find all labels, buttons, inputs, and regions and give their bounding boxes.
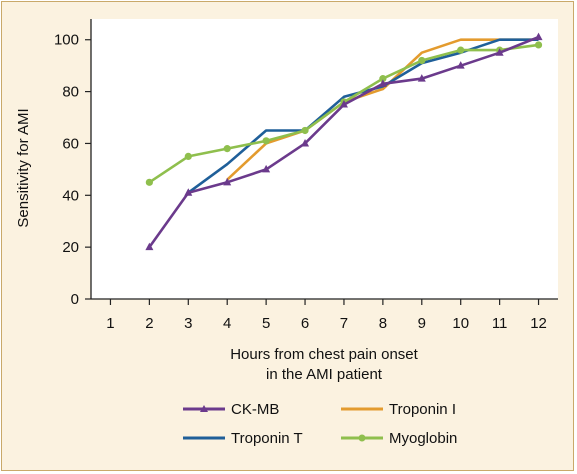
x-tick-label: 8 — [379, 315, 387, 332]
x-tick-label: 10 — [452, 315, 469, 332]
series-line-troponin-i — [226, 38, 539, 181]
plot-area — [91, 19, 558, 299]
data-point-ck-mb — [301, 138, 310, 147]
x-tick-label: 6 — [301, 315, 309, 332]
data-point-myoglobin — [457, 46, 465, 54]
series-troponin-i — [226, 38, 539, 181]
y-tick-label: 20 — [62, 239, 79, 256]
y-tick-label: 80 — [62, 84, 79, 101]
legend-label-ck-mb: CK-MB — [231, 401, 279, 418]
series-ck-mb — [145, 32, 543, 251]
data-point-ck-mb — [417, 74, 426, 82]
legend-marker-ck-mb — [200, 405, 208, 412]
legend-label-troponin-t: Troponin T — [231, 430, 303, 447]
legend: CK-MB Troponin I Troponin T Myoglobin — [183, 401, 457, 447]
data-point-myoglobin — [534, 41, 543, 49]
data-point-myoglobin — [301, 126, 309, 135]
x-axis-title-line-1: Hours from chest pain onset — [230, 346, 418, 363]
legend-item-ck-mb: CK-MB — [183, 401, 279, 418]
data-point-myoglobin — [379, 75, 387, 83]
data-point-ck-mb — [378, 79, 387, 87]
data-point-myoglobin — [223, 145, 231, 153]
data-point-myoglobin — [184, 152, 192, 161]
legend-label-troponin-i: Troponin I — [389, 401, 456, 418]
data-point-ck-mb — [262, 164, 271, 173]
data-point-ck-mb — [495, 48, 504, 56]
data-point-ck-mb — [339, 100, 348, 108]
data-point-ck-mb — [534, 32, 543, 41]
x-axis-title-line-2: in the AMI patient — [266, 366, 383, 383]
x-tick-label: 4 — [223, 315, 231, 332]
data-point-myoglobin — [262, 137, 270, 145]
x-tick-label: 7 — [340, 315, 348, 332]
x-tick-label: 1 — [106, 315, 114, 332]
y-tick-label: 0 — [71, 291, 79, 308]
data-point-ck-mb — [223, 177, 232, 186]
legend-item-myoglobin: Myoglobin — [341, 430, 457, 447]
x-tick-label: 5 — [262, 315, 270, 332]
x-tick-label: 11 — [492, 315, 508, 332]
legend-label-myoglobin: Myoglobin — [389, 430, 457, 447]
data-point-myoglobin — [418, 56, 426, 65]
data-point-ck-mb — [184, 188, 193, 196]
y-axis-title: Sensitivity for AMI — [15, 108, 32, 227]
legend-item-troponin-i: Troponin I — [341, 401, 456, 418]
x-tick-label: 12 — [530, 315, 547, 332]
legend-item-troponin-t: Troponin T — [183, 430, 303, 447]
y-tick-label: 40 — [62, 187, 79, 204]
data-point-myoglobin — [145, 178, 153, 186]
y-tick-label: 100 — [54, 32, 79, 49]
x-tick-label: 3 — [184, 315, 192, 332]
data-point-ck-mb — [145, 242, 154, 251]
legend-marker-myoglobin — [358, 434, 366, 442]
y-tick-label: 60 — [62, 135, 79, 152]
x-tick-label: 9 — [418, 315, 426, 332]
data-point-ck-mb — [456, 61, 465, 69]
x-tick-label: 2 — [145, 315, 153, 332]
